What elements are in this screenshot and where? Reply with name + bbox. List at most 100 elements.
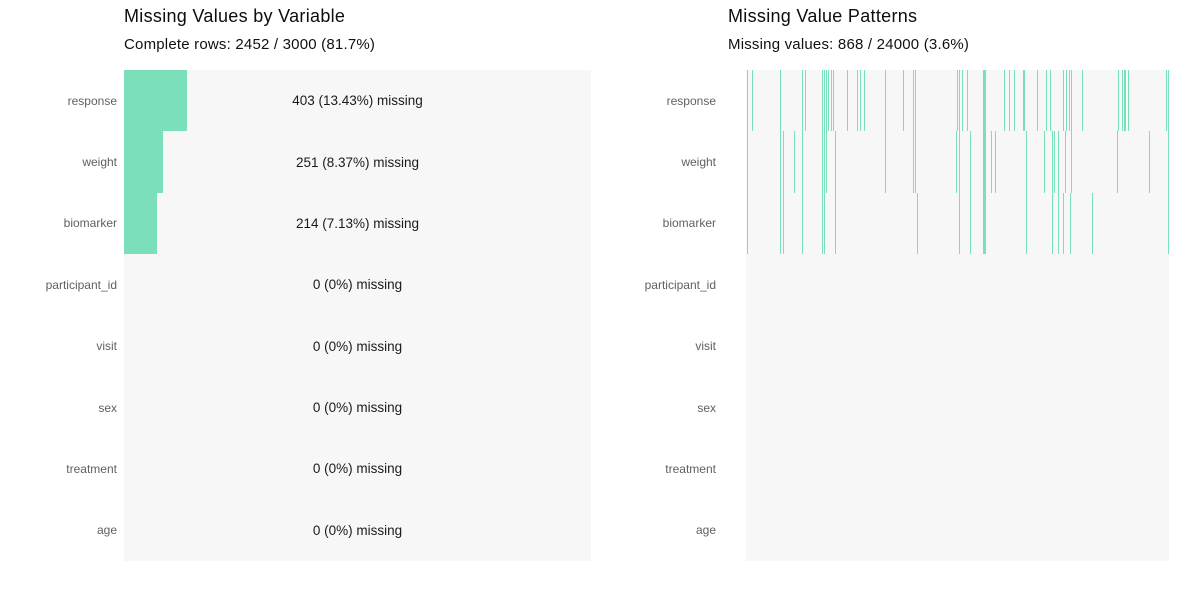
missing-cell-line-biomarker	[983, 192, 986, 255]
missing-cell-line-weight	[1168, 131, 1169, 193]
right-chart-subtitle: Missing values: 868 / 24000 (3.6%)	[728, 36, 970, 53]
missing-cell-line-biomarker	[1063, 192, 1064, 255]
missing-cell-line-response	[824, 70, 825, 132]
missing-cell-line-weight	[959, 131, 960, 193]
missing-cell-line-response	[805, 70, 806, 132]
missing-count-annotation-treatment: 0 (0%) missing	[312, 461, 403, 477]
missing-cell-line-weight	[783, 131, 784, 193]
missing-cell-line-weight	[1054, 131, 1055, 193]
missing-cell-line-weight	[885, 131, 886, 193]
missing-cell-line-weight	[956, 131, 957, 193]
missing-cell-line-response	[864, 70, 865, 132]
variable-label-treatment: treatment	[66, 461, 117, 476]
missing-cell-line-response	[1046, 70, 1047, 132]
missing-cell-line-weight	[794, 131, 795, 193]
missing-cell-line-response	[1071, 70, 1072, 132]
missing-cell-line-response	[831, 70, 832, 132]
right-chart-title: Missing Value Patterns	[728, 6, 918, 26]
missing-cell-line-response	[983, 70, 986, 132]
missing-cell-line-response	[833, 70, 834, 132]
variable-label-weight: weight	[82, 155, 117, 170]
missing-cell-line-response	[1066, 70, 1067, 132]
variable-label-response: response	[666, 93, 716, 108]
left-chart-subtitle: Complete rows: 2452 / 3000 (81.7%)	[124, 36, 376, 53]
variable-label-biomarker: biomarker	[662, 216, 716, 231]
missing-cell-line-weight	[1149, 131, 1150, 193]
missing-count-annotation-age: 0 (0%) missing	[312, 522, 403, 538]
missing-cell-line-response	[1069, 70, 1070, 132]
left-chart-title: Missing Values by Variable	[124, 6, 346, 26]
missing-cell-line-weight	[915, 131, 916, 193]
missing-cell-line-weight	[1044, 131, 1045, 193]
missing-cell-line-weight	[824, 131, 825, 193]
missing-count-annotation-weight: 251 (8.37%) missing	[295, 154, 420, 170]
missing-cell-line-biomarker	[780, 192, 781, 255]
missing-cell-line-response	[1168, 70, 1169, 132]
missing-bar-biomarker	[124, 192, 158, 255]
missing-cell-line-response	[752, 70, 753, 132]
missing-count-annotation-response: 403 (13.43%) missing	[292, 93, 423, 109]
variable-label-visit: visit	[96, 339, 117, 354]
missing-cell-line-response	[915, 70, 916, 132]
missing-cell-line-biomarker	[783, 192, 784, 255]
missing-cell-line-response	[1014, 70, 1015, 132]
missing-cell-line-response	[1122, 70, 1123, 132]
missing-cell-line-weight	[995, 131, 996, 193]
left-axis-variable-labels: response weight biomarker participant_id vis…	[0, 70, 117, 561]
missing-cell-line-biomarker	[1052, 192, 1053, 255]
missing-cell-line-biomarker	[917, 192, 918, 255]
variable-label-visit: visit	[695, 339, 716, 354]
variable-label-sex: sex	[697, 400, 716, 415]
missing-cell-line-biomarker	[802, 192, 803, 255]
missing-cell-line-biomarker	[1058, 192, 1059, 255]
missing-cell-line-response	[1166, 70, 1167, 132]
missing-cell-line-response	[860, 70, 861, 132]
missing-cell-line-biomarker	[959, 192, 960, 255]
missing-bar-response	[124, 70, 187, 132]
missing-cell-line-response	[1118, 70, 1119, 132]
missing-cell-line-weight	[1117, 131, 1118, 193]
variable-label-treatment: treatment	[665, 461, 716, 476]
missing-cell-line-weight	[1065, 131, 1066, 193]
missing-count-annotation-biomarker: 214 (7.13%) missing	[295, 215, 420, 231]
missing-cell-line-response	[1124, 70, 1126, 132]
missing-cell-line-weight	[826, 131, 827, 193]
missing-cell-line-biomarker	[1168, 192, 1169, 255]
missing-cell-line-biomarker	[1070, 192, 1071, 255]
missing-count-annotation-participant_id: 0 (0%) missing	[312, 277, 403, 293]
missing-cell-line-weight	[1058, 131, 1059, 193]
missing-cell-line-weight	[983, 131, 986, 193]
missing-cell-line-weight	[1071, 131, 1072, 193]
missing-cell-line-weight	[991, 131, 992, 193]
missing-cell-line-response	[857, 70, 858, 132]
missing-cell-line-response	[885, 70, 886, 132]
missing-count-annotation-sex: 0 (0%) missing	[312, 400, 403, 416]
missing-cell-line-response	[822, 70, 823, 132]
missing-cell-line-response	[1082, 70, 1083, 132]
missing-cell-line-response	[1128, 70, 1129, 132]
missing-cell-line-weight	[835, 131, 836, 193]
missing-bar-weight	[124, 131, 164, 193]
missing-cell-line-response	[957, 70, 958, 132]
missing-cell-line-response	[903, 70, 904, 132]
missing-cell-line-response	[847, 70, 848, 132]
missing-cell-line-biomarker	[1092, 192, 1093, 255]
missing-cell-line-weight	[747, 131, 748, 193]
missing-cell-line-weight	[970, 131, 971, 193]
missing-cell-line-weight	[780, 131, 781, 193]
missing-cell-line-response	[828, 70, 829, 132]
missing-cell-line-biomarker	[824, 192, 825, 255]
missing-cell-line-response	[802, 70, 803, 132]
missing-cell-line-response	[1063, 70, 1064, 132]
missing-cell-line-response	[780, 70, 781, 132]
missing-cell-line-biomarker	[1026, 192, 1027, 255]
variable-label-biomarker: biomarker	[63, 216, 117, 231]
variable-label-participant_id: participant_id	[644, 277, 716, 292]
missing-cell-line-response	[1037, 70, 1038, 132]
right-axis-variable-labels: response weight biomarker participant_id vis…	[616, 70, 716, 561]
missing-cell-line-biomarker	[747, 192, 748, 255]
missing-cell-line-biomarker	[822, 192, 823, 255]
variable-label-age: age	[96, 523, 117, 538]
missing-cell-line-response	[747, 70, 748, 132]
missing-cell-line-response	[1009, 70, 1010, 132]
